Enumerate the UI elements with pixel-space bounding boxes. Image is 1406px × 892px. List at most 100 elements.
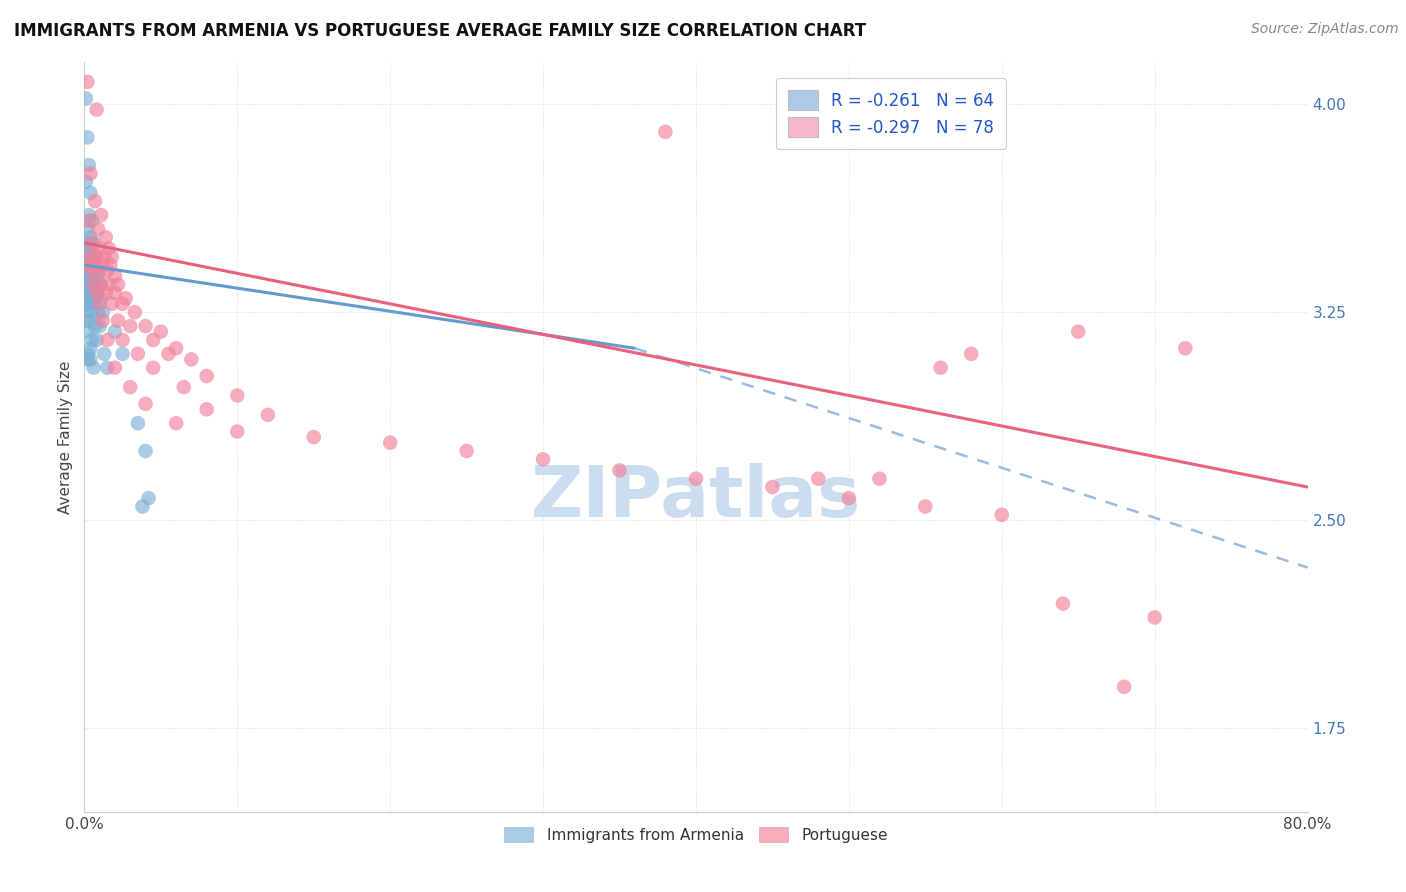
Point [75,313,97,327]
Point [87,269,110,284]
Point [77,258,100,272]
Point [120,380,142,394]
Point [76,347,98,361]
Point [76,130,98,145]
Point [157,347,180,361]
Point [98,258,121,272]
Point [83,297,105,311]
Point [79,250,101,264]
Point [142,360,165,375]
Point [80,285,103,300]
Point [76,325,98,339]
Point [380,435,402,450]
Point [84,250,107,264]
Point [96,360,118,375]
Point [929,360,952,375]
Point [90,208,112,222]
Point [77,258,100,272]
Point [97,241,120,255]
Point [86,263,108,277]
Point [83,235,105,250]
Point [1174,341,1197,355]
Point [76,75,98,89]
Point [914,500,936,514]
Point [838,491,860,505]
Point [104,285,127,300]
Point [97,277,120,292]
Point [107,313,129,327]
Text: ZIPatlas: ZIPatlas [531,463,860,532]
Point [76,305,98,319]
Point [80,305,103,319]
Point [76,250,98,264]
Point [84,319,107,334]
Point [173,380,195,394]
Point [84,277,107,292]
Point [104,269,127,284]
Point [107,277,129,292]
Point [127,347,149,361]
Point [77,213,100,227]
Point [80,333,103,347]
Point [165,416,187,430]
Point [77,208,100,222]
Point [76,222,98,236]
Point [111,297,134,311]
Point [76,352,98,367]
Point [77,313,100,327]
Point [135,319,157,334]
Point [1067,325,1090,339]
Point [96,263,118,277]
Point [456,444,478,458]
Point [75,91,97,105]
Point [89,277,111,292]
Text: IMMIGRANTS FROM ARMENIA VS PORTUGUESE AVERAGE FAMILY SIZE CORRELATION CHART: IMMIGRANTS FROM ARMENIA VS PORTUGUESE AV… [14,22,866,40]
Point [84,291,107,305]
Point [807,472,830,486]
Point [761,480,783,494]
Point [79,166,101,180]
Point [75,235,97,250]
Point [80,235,103,250]
Point [91,313,114,327]
Point [94,285,117,300]
Point [86,250,108,264]
Point [101,297,124,311]
Point [84,258,107,272]
Point [1052,597,1074,611]
Point [77,283,100,297]
Point [79,250,101,264]
Point [79,352,101,367]
Point [75,175,97,189]
Point [80,213,103,227]
Point [1114,680,1136,694]
Point [87,222,110,236]
Point [1143,610,1166,624]
Point [76,263,98,277]
Point [685,472,707,486]
Point [609,463,631,477]
Point [89,319,111,334]
Point [77,297,100,311]
Point [149,325,172,339]
Point [960,347,983,361]
Point [79,291,101,305]
Point [135,444,157,458]
Point [89,241,111,255]
Point [90,291,112,305]
Point [165,341,187,355]
Point [127,416,149,430]
Point [83,360,105,375]
Point [531,452,554,467]
Point [86,285,108,300]
Point [79,277,101,292]
Point [104,325,127,339]
Point [135,397,157,411]
Point [79,186,101,200]
Point [77,158,100,172]
Point [77,241,100,255]
Point [89,297,111,311]
Point [86,103,108,117]
Point [93,347,115,361]
Point [195,369,218,384]
